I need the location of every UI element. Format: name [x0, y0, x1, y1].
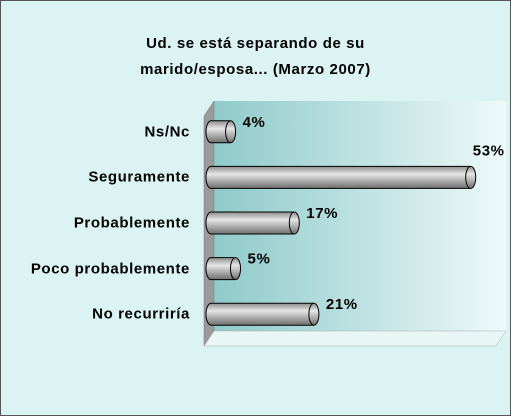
bar-cap	[288, 211, 295, 235]
category-label: Probablemente	[73, 214, 190, 232]
value-label: 53%	[473, 142, 505, 159]
value-label: 5%	[248, 251, 271, 268]
value-label: 21%	[326, 296, 358, 313]
floor	[203, 330, 507, 347]
category-box: No recurriría	[92, 304, 190, 325]
bar	[205, 120, 237, 144]
bar	[205, 257, 241, 281]
bar	[205, 302, 320, 326]
value-label: 17%	[306, 205, 338, 222]
chart-title: Ud. se está separando de su marido/espos…	[140, 35, 371, 78]
bar-cap	[465, 165, 471, 189]
bar	[205, 165, 477, 189]
category-box: Ns/Nc	[144, 121, 190, 142]
category-label: No recurriría	[92, 305, 190, 323]
bar-cap	[230, 257, 236, 281]
category-label: Ns/Nc	[144, 123, 190, 141]
category-label: Seguramente	[88, 168, 190, 186]
category-box: Probablemente	[74, 213, 190, 234]
category-box: Seguramente	[88, 167, 190, 188]
bar	[205, 211, 300, 235]
category-label: Poco probablemente	[30, 260, 190, 278]
value-label: 4%	[243, 114, 266, 131]
bar-cap	[225, 120, 231, 144]
category-box: Poco probablemente	[31, 258, 190, 279]
back-wall	[214, 101, 506, 331]
title-box: Ud. se está separando de su marido/espos…	[1, 31, 510, 83]
bar-cap	[308, 302, 315, 326]
